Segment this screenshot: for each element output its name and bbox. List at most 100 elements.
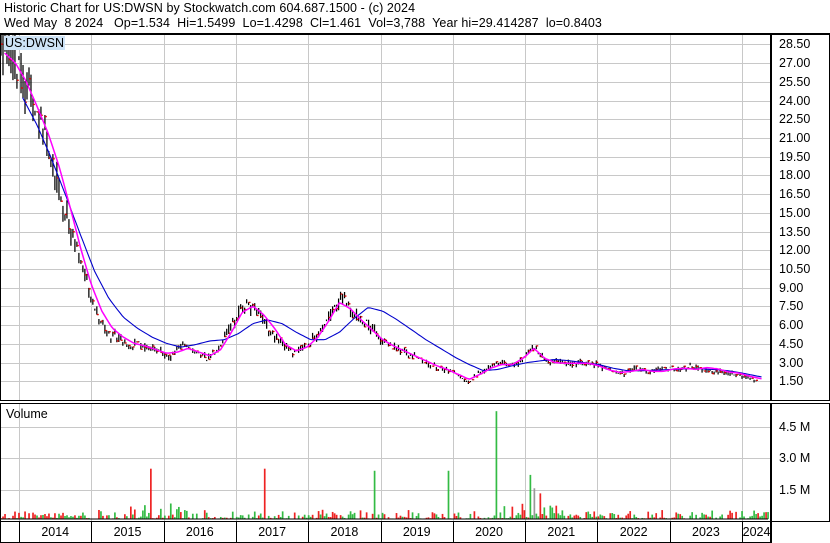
- price-gridline: [1, 100, 770, 102]
- year-label: 2021: [547, 525, 576, 539]
- year-label: 2024: [742, 525, 771, 539]
- quote-summary-line: Wed May 8 2024 Op=1.534 Hi=1.5499 Lo=1.4…: [4, 16, 602, 30]
- price-series-canvas: [1, 35, 762, 384]
- price-gridline: [1, 362, 770, 364]
- price-y-tick-label: 3.00: [779, 355, 804, 370]
- volume-y-axis: 4.5 M 3.0 M 1.5 M: [772, 403, 830, 522]
- price-gridline: [1, 306, 770, 308]
- year-label: 2014: [41, 525, 70, 539]
- price-gridline: [1, 231, 770, 233]
- year-label: 2017: [258, 525, 287, 539]
- fast-moving-average-line: [4, 52, 762, 380]
- price-gridline: [1, 268, 770, 270]
- price-year-gridline: [525, 35, 527, 400]
- price-year-gridline: [597, 35, 599, 400]
- price-year-gridline: [452, 35, 454, 400]
- price-gridline: [1, 119, 770, 121]
- date-axis-tick: [91, 522, 93, 542]
- price-gridline: [1, 44, 770, 46]
- price-gridline: [1, 63, 770, 65]
- volume-year-gridline: [525, 404, 527, 521]
- date-axis-tick: [452, 522, 454, 542]
- volume-year-gridline: [235, 404, 237, 521]
- volume-y-tick-label: 3.0 M: [779, 451, 811, 466]
- volume-year-gridline: [669, 404, 671, 521]
- volume-year-gridline: [380, 404, 382, 521]
- price-y-tick-label: 4.50: [779, 336, 804, 351]
- volume-gridline: [1, 426, 770, 428]
- price-y-tick-label: 27.00: [779, 56, 811, 71]
- volume-year-gridline: [163, 404, 165, 521]
- price-y-tick-label: 19.50: [779, 149, 811, 164]
- price-y-axis: 28.50 27.00 25.50 24.00 22.50 21.00 19.50 18.00…: [772, 34, 830, 401]
- date-axis-tick: [597, 522, 599, 542]
- chart-title: Historic Chart for US:DWSN by Stockwatch…: [4, 1, 416, 15]
- price-year-gridline: [91, 35, 93, 400]
- price-gridline: [1, 156, 770, 158]
- chart-header: Historic Chart for US:DWSN by Stockwatch…: [0, 0, 830, 34]
- price-y-tick-label: 22.50: [779, 112, 811, 127]
- chart-frame: US:DWSN 28.50 27.00 25.50 24.00 22.50 21.00 19…: [0, 34, 830, 543]
- volume-year-gridline: [308, 404, 310, 521]
- price-y-tick-label: 9.00: [779, 280, 804, 295]
- volume-y-tick-label: 1.5 M: [779, 482, 811, 497]
- volume-year-gridline: [19, 404, 21, 521]
- price-gridline: [1, 250, 770, 252]
- price-gridline: [1, 381, 770, 383]
- date-axis-tick: [669, 522, 671, 542]
- price-year-gridline: [19, 35, 21, 400]
- price-y-tick-label: 10.50: [779, 261, 811, 276]
- ohlc-bars: [1, 35, 758, 384]
- year-label: 2023: [692, 525, 720, 539]
- price-series-label: US:DWSN: [4, 36, 66, 50]
- date-x-axis: 2014 2015 2016 2017 2018 2019 2020 2021 2022 2023…: [0, 522, 772, 543]
- price-y-tick-label: 28.50: [779, 37, 811, 52]
- date-axis-tick: [308, 522, 310, 542]
- price-gridline: [1, 212, 770, 214]
- volume-gridline: [1, 489, 770, 491]
- date-axis-tick: [235, 522, 237, 542]
- volume-plot-area[interactable]: Volume: [0, 403, 772, 522]
- year-label: 2019: [402, 525, 431, 539]
- price-gridline: [1, 137, 770, 139]
- price-year-gridline: [380, 35, 382, 400]
- year-label: 2020: [475, 525, 503, 539]
- price-y-tick-label: 15.00: [779, 205, 811, 220]
- year-label: 2018: [330, 525, 359, 539]
- price-y-tick-label: 21.00: [779, 130, 811, 145]
- date-axis-tick: [742, 522, 744, 542]
- volume-year-gridline: [742, 404, 744, 521]
- date-axis-tick: [525, 522, 527, 542]
- price-gridline: [1, 175, 770, 177]
- price-year-gridline: [235, 35, 237, 400]
- price-y-tick-label: 18.00: [779, 168, 811, 183]
- price-year-gridline: [742, 35, 744, 400]
- volume-gridline: [1, 458, 770, 460]
- price-year-gridline: [163, 35, 165, 400]
- slow-moving-average-line: [22, 97, 762, 378]
- volume-series-canvas: [1, 411, 769, 520]
- year-label: 2015: [113, 525, 142, 539]
- volume-y-tick-label: 4.5 M: [779, 419, 811, 434]
- price-year-gridline: [669, 35, 671, 400]
- price-y-tick-label: 24.00: [779, 93, 811, 108]
- volume-panel-label: Volume: [6, 407, 48, 421]
- date-axis-tick: [163, 522, 165, 542]
- price-y-tick-label: 7.50: [779, 299, 804, 314]
- volume-year-gridline: [597, 404, 599, 521]
- volume-bars: [1, 411, 769, 520]
- price-gridline: [1, 287, 770, 289]
- price-y-tick-label: 1.50: [779, 374, 804, 389]
- price-plot-area[interactable]: US:DWSN: [0, 34, 772, 401]
- price-gridline: [1, 325, 770, 327]
- price-y-tick-label: 6.00: [779, 318, 804, 333]
- price-y-tick-label: 25.50: [779, 74, 811, 89]
- volume-year-gridline: [452, 404, 454, 521]
- price-y-tick-label: 12.00: [779, 243, 811, 258]
- price-gridline: [1, 343, 770, 345]
- price-y-tick-label: 13.50: [779, 224, 811, 239]
- year-label: 2022: [619, 525, 648, 539]
- date-axis-tick: [380, 522, 382, 542]
- price-gridline: [1, 194, 770, 196]
